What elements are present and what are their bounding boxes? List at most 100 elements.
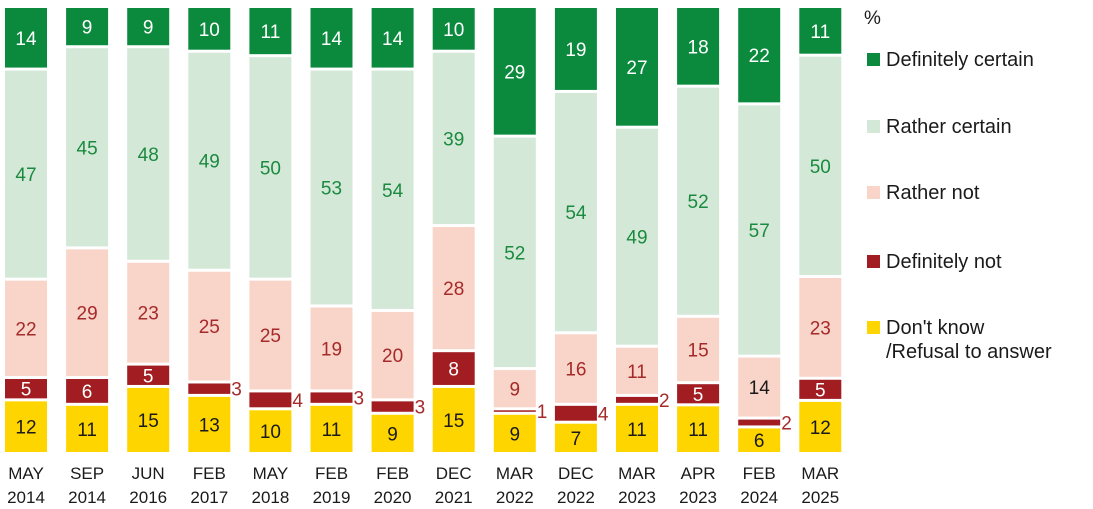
bar-segment (5, 8, 47, 68)
x-tick-label: 2016 (129, 488, 167, 507)
bar-segment (554, 423, 597, 452)
bar-segment (249, 392, 292, 408)
bar-segment (188, 52, 231, 269)
x-tick-label: MAR (618, 464, 656, 483)
bar-segment (371, 414, 414, 452)
legend: % Definitely certain Rather certain Rather… (862, 0, 1093, 400)
bar-segment (371, 8, 414, 68)
legend-swatch (867, 255, 880, 268)
x-tick-label: 2022 (557, 488, 595, 507)
bar-segment (249, 410, 292, 452)
bar-segment (554, 405, 597, 421)
x-tick-label: 2014 (7, 488, 45, 507)
bar-segment (738, 357, 781, 417)
bar-segment (677, 406, 720, 452)
legend-label: Definitely certain (886, 49, 1034, 71)
bar-segment (677, 317, 720, 382)
legend-label: Definitely not (886, 251, 1002, 273)
bar-segment (188, 383, 231, 394)
data-label: 14 (749, 378, 771, 399)
bar-segment (616, 405, 658, 452)
bar-segment (310, 405, 353, 452)
legend-swatch (867, 53, 880, 66)
bar-segment (310, 8, 353, 68)
data-label: 39 (443, 129, 464, 150)
data-label: 14 (15, 29, 37, 50)
bar-segment (66, 405, 109, 452)
bar-segment (66, 48, 109, 247)
data-label: 20 (382, 346, 403, 367)
bar-segment (127, 365, 170, 385)
bar-segment (249, 280, 292, 390)
bar-segment (799, 56, 842, 275)
data-label: 9 (143, 18, 154, 39)
legend-item: Rather not (862, 181, 1092, 229)
x-tick-label: DEC (436, 464, 472, 483)
data-label: 19 (321, 339, 342, 360)
x-tick-label: 2019 (313, 488, 351, 507)
bar-segment (616, 396, 658, 403)
legend-swatch (867, 120, 880, 133)
data-label: 54 (565, 203, 587, 224)
bar-segment (371, 70, 414, 309)
data-label: 15 (688, 340, 709, 361)
data-label: 11 (77, 420, 97, 441)
bar-segment (5, 70, 47, 278)
x-tick-label: DEC (558, 464, 594, 483)
x-tick-label: 2024 (740, 488, 778, 507)
data-label: 14 (321, 29, 343, 50)
bar-segment (616, 347, 658, 394)
bar-segment (432, 8, 475, 50)
data-label: 49 (199, 152, 220, 173)
data-label: 14 (382, 29, 404, 50)
data-label: 10 (260, 422, 281, 443)
bar-segment (5, 280, 47, 377)
data-label: 2 (659, 391, 670, 412)
x-tick-label: JUN (132, 464, 165, 483)
data-label: 7 (571, 429, 582, 450)
bar-segment (493, 8, 536, 135)
data-label: 9 (510, 380, 521, 401)
x-tick-label: 2020 (374, 488, 412, 507)
data-label: 25 (199, 317, 220, 338)
data-label: 45 (77, 138, 98, 159)
data-label: 6 (82, 382, 93, 403)
bar-segment (249, 8, 292, 55)
x-tick-label: 2022 (496, 488, 534, 507)
data-label: 57 (749, 221, 770, 242)
data-label: 11 (627, 420, 647, 441)
data-label: 10 (199, 20, 220, 41)
bar-segment (493, 410, 536, 412)
data-label: 28 (443, 279, 464, 300)
bar-segment (5, 401, 47, 452)
data-label: 15 (138, 411, 159, 432)
bar-segment (127, 48, 170, 260)
bar-segment (799, 277, 842, 377)
x-tick-label: 2018 (251, 488, 289, 507)
data-label: 3 (231, 380, 242, 401)
data-label: 9 (510, 424, 521, 445)
data-label: 11 (322, 420, 342, 441)
data-label: 4 (292, 391, 303, 412)
data-label: 54 (382, 181, 404, 202)
data-label: 10 (443, 20, 464, 41)
data-label: 23 (138, 304, 159, 325)
bar-segment (371, 311, 414, 399)
bar-segment (554, 334, 597, 403)
data-label: 4 (598, 404, 609, 425)
data-label: 3 (354, 389, 365, 410)
data-label: 5 (21, 380, 32, 401)
legend-label: Rather certain (886, 116, 1012, 138)
x-tick-label: 2023 (618, 488, 656, 507)
data-label: 18 (688, 37, 709, 58)
data-label: 11 (688, 420, 708, 441)
data-label: 48 (138, 145, 159, 166)
data-label: 50 (260, 158, 281, 179)
x-tick-label: 2014 (68, 488, 106, 507)
x-tick-label: APR (681, 464, 716, 483)
stacked-bar-chart: 125224714MAY201411629459SEP201415523489J… (5, 8, 842, 507)
data-label: 52 (504, 243, 525, 264)
x-tick-label: 2025 (801, 488, 839, 507)
data-label: 19 (565, 40, 586, 61)
data-label: 5 (815, 380, 826, 401)
